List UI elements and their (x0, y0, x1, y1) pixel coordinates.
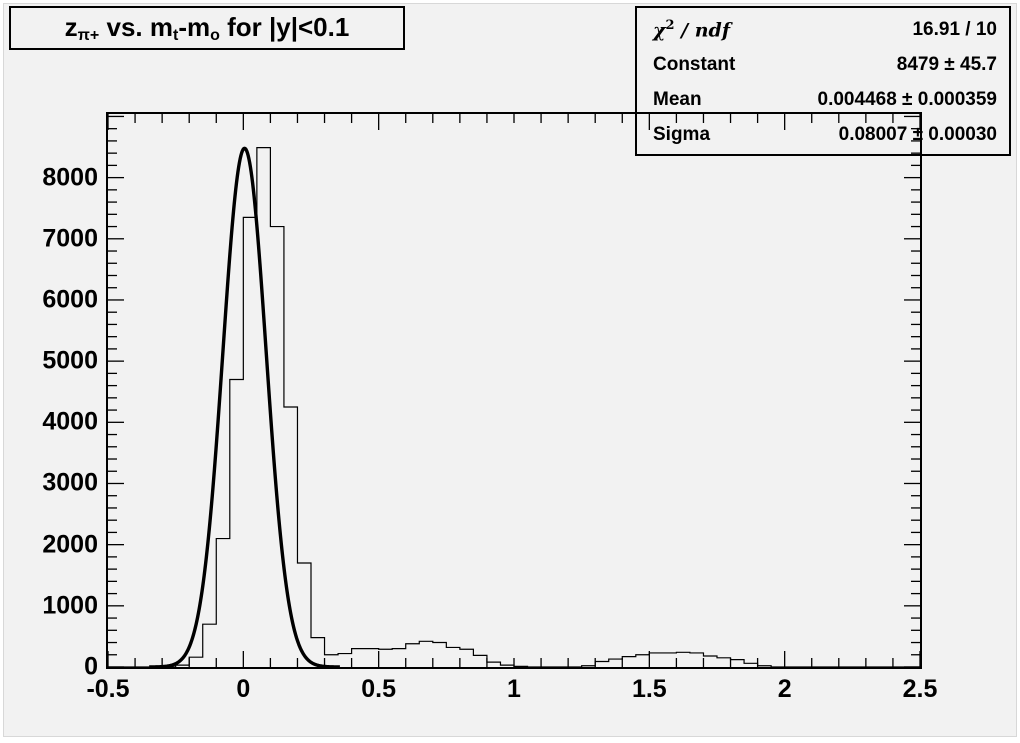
x-tick-label: 0 (236, 675, 251, 703)
y-tick-label: 4000 (42, 407, 98, 436)
title-lead: z (64, 11, 78, 42)
y-tick-label: 3000 (42, 468, 98, 497)
plot-title-box: zπ+ vs. mt-mo for |y|<0.1 (9, 6, 405, 50)
stat-label-sigma: Sigma (653, 123, 711, 145)
stat-value-chi2: 16.91 / 10 (912, 18, 997, 40)
x-tick-label: 0.5 (361, 675, 397, 703)
x-tick-label: 1 (507, 675, 521, 703)
y-tick-label: 5000 (42, 346, 98, 375)
x-tick-label: 1.5 (631, 675, 667, 703)
plot-frame (106, 112, 922, 669)
stat-row-mean: Mean 0.004468 ± 0.000359 (653, 82, 997, 117)
x-tick-label: 2.5 (902, 675, 938, 703)
y-tick-label: 0 (84, 652, 98, 681)
stat-row-chi2: χ2 / ndf 16.91 / 10 (653, 12, 997, 47)
stat-label-mean: Mean (653, 88, 702, 110)
stat-value-sigma: 0.08007 ± 0.00030 (838, 123, 997, 145)
stat-row-constant: Constant 8479 ± 45.7 (653, 47, 997, 82)
histogram-outline (108, 147, 920, 667)
root-canvas: zπ+ vs. mt-mo for |y|<0.1 χ2 / ndf 16.91… (3, 3, 1017, 737)
title-mid2: -m (178, 11, 211, 42)
title-sub-t: t (172, 26, 179, 44)
y-tick-label: 2000 (42, 530, 98, 559)
fit-stats-box: χ2 / ndf 16.91 / 10 Constant 8479 ± 45.7… (635, 6, 1011, 156)
title-tail: for |y|<0.1 (219, 11, 350, 42)
y-tick-label: 7000 (42, 224, 98, 253)
histogram-plot (108, 114, 920, 667)
title-sub-o: o (210, 26, 220, 44)
y-tick-label: 1000 (42, 591, 98, 620)
stat-value-mean: 0.004468 ± 0.000359 (817, 88, 997, 110)
gaussian-fit-curve (148, 146, 341, 667)
y-tick-label: 8000 (42, 163, 98, 192)
title-mid: vs. m (99, 11, 173, 42)
stat-label-constant: Constant (653, 53, 736, 75)
stat-label-chi2: χ2 / ndf (653, 17, 730, 42)
stat-value-constant: 8479 ± 45.7 (896, 53, 997, 75)
page-title: zπ+ vs. mt-mo for |y|<0.1 (65, 12, 350, 45)
y-tick-label: 6000 (42, 285, 98, 314)
title-sub-pi: π+ (77, 26, 100, 44)
axis-ticks (108, 114, 920, 667)
stat-row-sigma: Sigma 0.08007 ± 0.00030 (653, 117, 997, 152)
x-tick-label: -0.5 (86, 675, 130, 703)
x-tick-label: 2 (777, 675, 792, 703)
